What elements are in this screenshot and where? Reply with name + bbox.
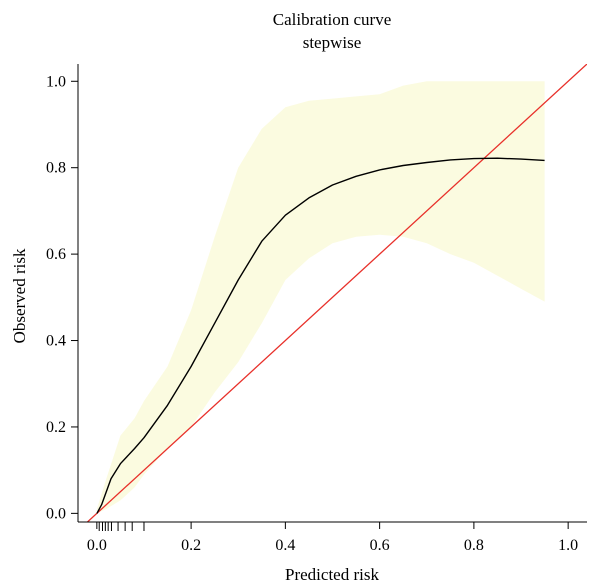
chart-title: Calibration curve (273, 10, 392, 29)
x-axis-label: Predicted risk (285, 565, 379, 584)
chart-subtitle: stepwise (303, 33, 362, 52)
confidence-band (96, 81, 545, 514)
y-tick-label: 0.6 (46, 246, 66, 263)
y-axis-label: Observed risk (10, 248, 29, 343)
reference-diagonal-line (86, 64, 587, 522)
x-tick-label: 0.8 (464, 537, 484, 554)
calibration-curve-line (96, 157, 545, 514)
y-tick-label: 1.0 (46, 73, 66, 90)
y-tick-label: 0.8 (46, 160, 66, 177)
x-tick-label: 1.0 (558, 537, 578, 554)
x-tick-label: 0.2 (181, 537, 201, 554)
x-tick-label: 0.6 (370, 537, 390, 554)
x-tick-label: 0.4 (275, 537, 295, 554)
y-tick-label: 0.0 (46, 505, 66, 522)
x-tick-label: 0.0 (87, 537, 107, 554)
y-tick-label: 0.2 (46, 419, 66, 436)
plot-area: 0.0 0.2 0.4 0.6 0.8 1.0 0.0 0.2 0.4 0.6 0.8 1.0 (46, 64, 587, 554)
y-tick-label: 0.4 (46, 333, 66, 350)
